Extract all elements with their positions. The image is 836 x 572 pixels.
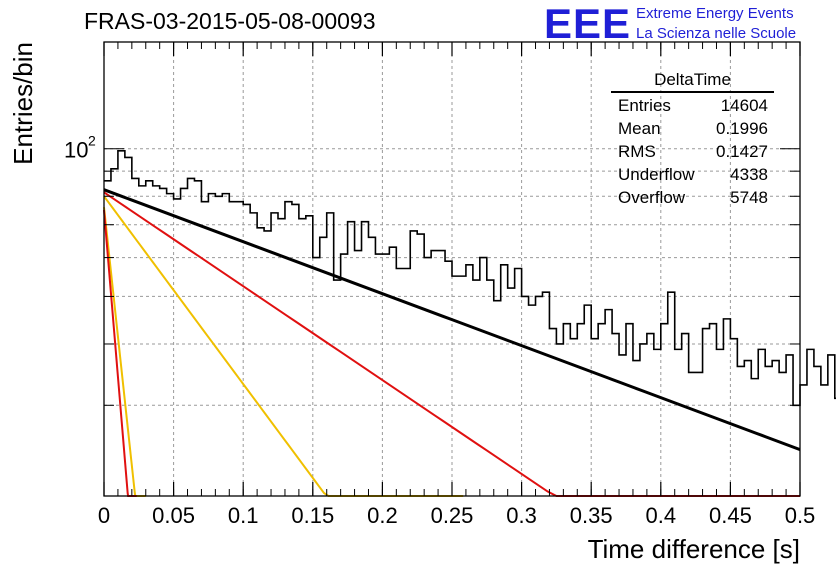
stats-label: Mean (618, 119, 661, 138)
logo-text: Extreme Energy Events La Scienza nelle S… (636, 4, 796, 44)
chart-title: FRAS-03-2015-05-08-00093 (84, 8, 376, 34)
logo-line-1: Extreme Energy Events (636, 5, 794, 22)
x-tick-label: 0.2 (367, 503, 398, 528)
stats-value: 14604 (720, 96, 768, 115)
x-tick-label: 0.05 (152, 503, 195, 528)
stats-label: Underflow (618, 165, 695, 184)
x-tick-label: 0.35 (570, 503, 613, 528)
x-tick-label: 0.15 (291, 503, 334, 528)
stats-box: DeltaTime Entries 14604 Mean 0.1996 RMS … (611, 70, 774, 209)
y-tick-label: 10 (64, 138, 88, 163)
x-tick-label: 0.5 (785, 503, 816, 528)
y-tick-exponent: 2 (88, 133, 96, 149)
stats-name: DeltaTime (611, 70, 774, 93)
stats-row-entries: Entries 14604 (611, 94, 774, 117)
stats-row-underflow: Underflow 4338 (611, 163, 774, 186)
fit-curve (103, 195, 464, 497)
stats-row-overflow: Overflow 5748 (611, 186, 774, 209)
stats-row-rms: RMS 0.1427 (611, 140, 774, 163)
stats-label: Entries (618, 96, 671, 115)
x-tick-label: 0 (98, 503, 110, 528)
x-tick-label: 0.3 (506, 503, 537, 528)
stats-label: RMS (618, 142, 656, 161)
stats-value: 0.1996 (716, 119, 768, 138)
logo-line-2: La Scienza nelle Scuole (636, 25, 797, 42)
y-axis-label: Entries/bin (8, 42, 38, 165)
stats-value: 4338 (730, 165, 768, 184)
x-tick-label: 0.4 (646, 503, 677, 528)
x-tick-label: 0.1 (228, 503, 259, 528)
x-tick-label: 0.45 (709, 503, 752, 528)
x-axis-label: Time difference [s] (588, 534, 800, 564)
histogram-line (104, 150, 836, 407)
fit-curve (103, 188, 801, 452)
eee-logo: EEE (544, 0, 632, 47)
stats-label: Overflow (618, 188, 686, 207)
stats-row-mean: Mean 0.1996 (611, 117, 774, 140)
x-tick-label: 0.25 (431, 503, 474, 528)
stats-value: 5748 (730, 188, 768, 207)
stats-value: 0.1427 (716, 142, 768, 161)
